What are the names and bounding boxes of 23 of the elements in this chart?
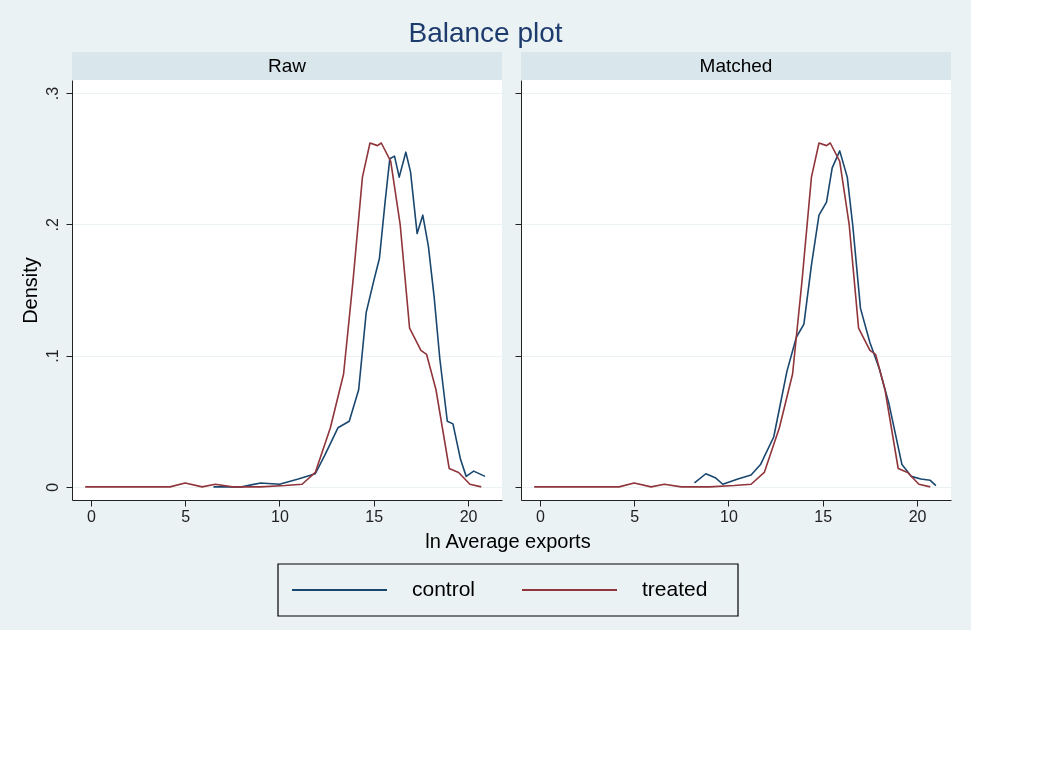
chart-subtitle: Raw [267,55,307,76]
chart-title: Balance plot [408,17,563,48]
x-tick-label: 0 [86,507,96,525]
x-tick-label: 0 [535,507,545,525]
y-tick-label: .1 [43,349,61,363]
y-tick-label: .3 [43,86,61,101]
y-tick-label: .2 [43,218,61,232]
x-tick-label: 15 [365,507,384,525]
y-axis-title: Density [18,257,41,324]
chart-subtitle: Matched [699,55,773,76]
x-tick-label: 15 [814,507,833,525]
legend-label: treated [642,577,708,600]
x-axis-title: ln Average exports [425,530,591,552]
line-series [84,142,483,488]
x-tick-label: 10 [271,507,289,525]
x-tick-label: 20 [459,507,478,525]
y-tick-label: 0 [43,482,61,492]
x-tick-label: 20 [908,507,927,525]
legend-label: control [412,577,476,600]
x-tick-label: 5 [181,507,191,525]
line-series [212,151,486,488]
x-tick-label: 10 [720,507,738,525]
x-tick-label: 5 [630,507,640,525]
